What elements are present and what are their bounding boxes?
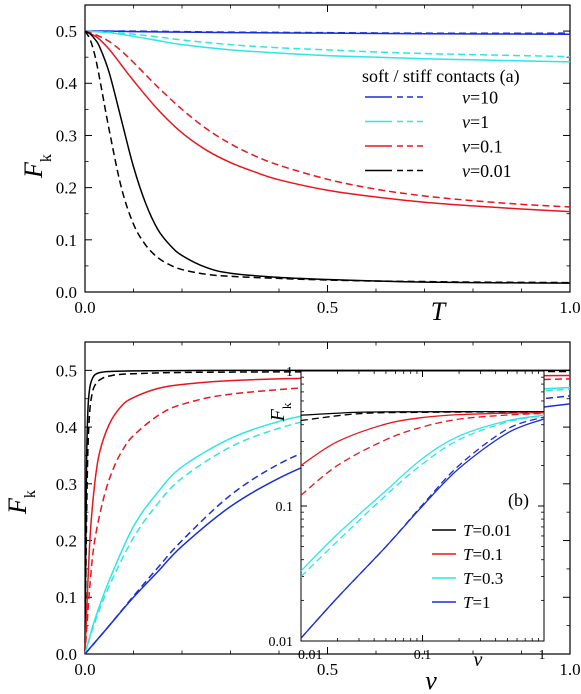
top-ytick-label: 0.5 [56, 22, 77, 41]
inset-legend-value: =0.01 [472, 521, 511, 540]
inset-ylabel-main: F [267, 408, 289, 422]
top-line-v-0-1-solid [84, 30, 571, 213]
top-line-v-1-dashed [84, 30, 571, 58]
top-legend-entry-v-1: v=1 [462, 112, 489, 132]
top-ytick-label: 0.0 [56, 283, 77, 302]
inset-line-t-0-3-dashed [300, 414, 545, 578]
svg-text:Fk: Fk [267, 402, 294, 422]
inset-legend-entry-t-0-3: T=0.3 [463, 569, 503, 588]
top-xtick-label: 0.5 [317, 298, 338, 317]
top-xtick-label: 1.0 [559, 298, 580, 317]
bottom-xtick-label: 0.5 [317, 660, 338, 679]
top-legend-entry-v-0-1: v=0.1 [462, 136, 503, 156]
top-x-axis-label: T [431, 297, 447, 326]
inset-y-ticks: 0.01 0.1 1 [269, 365, 544, 650]
bottom-x-axis-label: v [425, 666, 437, 694]
top-y-ticks: 0.0 0.1 0.2 0.3 0.4 0.5 [56, 4, 570, 302]
top-legend-param: v [462, 161, 470, 181]
top-legend-param: v [462, 112, 470, 132]
inset-x-axis-label: v [474, 649, 483, 671]
inset-legend-param: T [463, 521, 474, 540]
inset-legend-value: =0.3 [472, 569, 503, 588]
bottom-y-axis-label: Fk [3, 490, 39, 515]
panel-inset: 0.010.11 0.01 0.1 1 Fk v (b) T=0.01T=0.1T=… [267, 365, 546, 671]
bottom-ytick-label: 0.1 [56, 588, 77, 607]
top-legend-value: =0.01 [470, 161, 512, 181]
top-line-v-0-1-dashed [84, 30, 571, 208]
top-line-v-0-01-dashed [84, 30, 571, 284]
top-y-axis-label: Fk [19, 154, 55, 179]
inset-legend-param: T [463, 593, 474, 612]
bottom-line-t-0-01-dashed [84, 370, 571, 655]
bottom-ylabel-main: F [3, 497, 32, 515]
top-legend-value: =0.1 [470, 136, 503, 156]
bottom-ylabel-sub: k [22, 490, 39, 498]
inset-xtick-label: 1 [539, 648, 546, 663]
inset-line-t-0-1-dashed [300, 412, 545, 496]
panel-bottom: 0.0 0.1 0.2 0.3 0.4 0.5 0.0 0.5 1.0 Fk v [3, 341, 581, 694]
inset-legend-param: T [463, 545, 474, 564]
top-legend-value: =1 [470, 112, 489, 132]
bottom-line-t-0-1-dashed [84, 378, 571, 655]
svg-text:Fk: Fk [3, 490, 39, 515]
top-ytick-label: 0.3 [56, 126, 77, 145]
bottom-xtick-label: 0.0 [74, 660, 95, 679]
inset-line-t-0-01-dashed [300, 411, 545, 422]
inset-legend-param: T [463, 569, 474, 588]
bottom-ytick-label: 0.3 [56, 475, 77, 494]
bottom-ytick-label: 0.0 [56, 645, 77, 664]
top-legend-value: =10 [470, 87, 498, 107]
top-legend-param: v [462, 87, 470, 107]
panel-top: 0.0 0.1 0.2 0.3 0.4 0.5 0.0 0.5 1.0 Fk T soft /… [19, 4, 581, 326]
top-legend-title: soft / stiff contacts (a) [362, 66, 520, 87]
inset-line-t-0-3-solid [300, 414, 545, 572]
bottom-line-t-0-01-solid [84, 369, 571, 655]
top-legend: v=10v=1v=0.1v=0.01 [365, 87, 512, 181]
inset-y-axis-label: Fk [267, 402, 294, 422]
inset-x-ticks: 0.01 0.1 1 [298, 371, 546, 663]
bottom-y-ticks: 0.0 0.1 0.2 0.3 0.4 0.5 [56, 341, 570, 664]
inset-series-lines [300, 410, 545, 639]
top-ytick-label: 0.1 [56, 231, 77, 250]
inset-panel-label: (b) [508, 490, 529, 511]
svg-text:Fk: Fk [19, 154, 55, 179]
inset-legend-entry-t-0-01: T=0.01 [463, 521, 512, 540]
bottom-ytick-label: 0.4 [56, 418, 78, 437]
inset-legend-value: =1 [472, 593, 490, 612]
top-line-v-1-solid [84, 30, 571, 63]
inset-line-t-1-dashed [300, 416, 545, 639]
top-legend-entry-v-0-01: v=0.01 [462, 161, 512, 181]
inset-ytick-label: 0.01 [269, 635, 294, 650]
top-legend-entry-v-10: v=10 [462, 87, 498, 107]
top-ylabel-main: F [19, 161, 48, 179]
inset-legend-entry-t-0-1: T=0.1 [463, 545, 503, 564]
top-legend-param: v [462, 136, 470, 156]
bottom-ytick-label: 0.2 [56, 531, 77, 550]
inset-line-t-0-1-solid [300, 412, 545, 466]
inset-line-t-1-solid [300, 418, 545, 639]
top-xtick-label: 0.0 [74, 298, 95, 317]
top-x-ticks: 0.0 0.5 1.0 [74, 5, 581, 317]
inset-xtick-label: 0.01 [298, 648, 323, 663]
top-line-v-10-dashed [85, 30, 571, 34]
inset-legend-entry-t-1: T=1 [463, 593, 491, 612]
top-ylabel-sub: k [38, 154, 55, 162]
inset-ytick-label: 1 [286, 365, 293, 380]
top-series-lines [84, 30, 571, 284]
inset-xtick-label: 0.1 [414, 648, 432, 663]
bottom-ytick-label: 0.5 [56, 361, 77, 380]
inset-ytick-label: 0.1 [276, 500, 294, 515]
top-ytick-label: 0.2 [56, 179, 77, 198]
top-ytick-label: 0.4 [56, 74, 78, 93]
inset-legend: T=0.01T=0.1T=0.3T=1 [432, 521, 512, 612]
bottom-xtick-label: 1.0 [559, 660, 580, 679]
inset-legend-value: =0.1 [472, 545, 503, 564]
inset-ylabel-sub: k [279, 402, 294, 409]
